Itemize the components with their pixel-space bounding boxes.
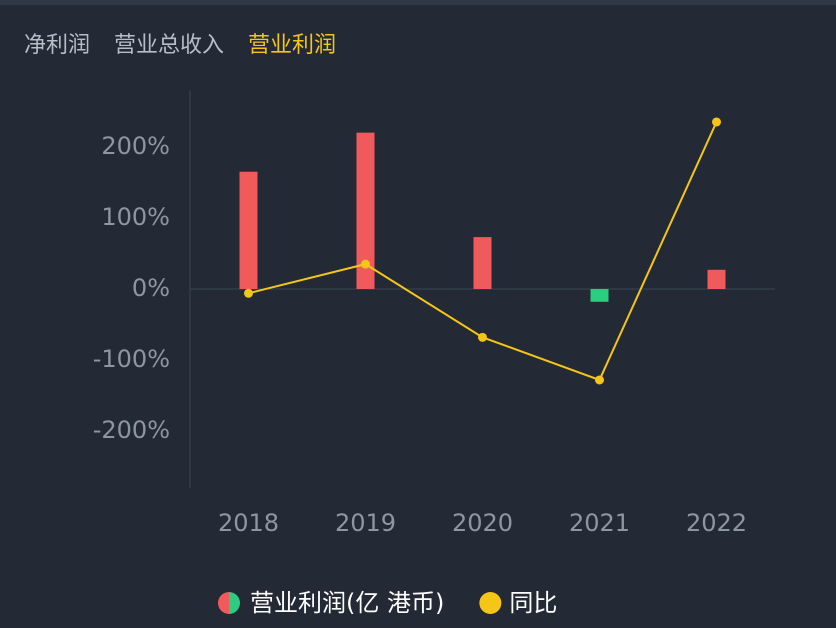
tab[interactable]: 营业总收入	[114, 33, 224, 58]
legend-label[interactable]: 营业利润(亿 港币)	[250, 589, 444, 617]
x-tick-label: 2022	[686, 509, 747, 537]
line-point	[478, 332, 487, 342]
tab[interactable]: 营业利润	[248, 33, 336, 58]
bar	[356, 132, 375, 289]
line-point	[595, 375, 604, 385]
x-tick-label: 2019	[335, 509, 396, 537]
legend-icon	[229, 592, 240, 614]
line-point	[361, 259, 370, 269]
x-tick-label: 2021	[569, 509, 630, 537]
top-strip	[0, 0, 836, 5]
bar	[590, 289, 609, 302]
line-point	[244, 288, 253, 298]
tab[interactable]: 净利润	[24, 33, 90, 58]
x-tick-label: 2020	[452, 509, 513, 537]
y-tick-label: -200%	[93, 416, 170, 444]
y-tick-label: 0%	[132, 274, 170, 302]
line-point	[712, 117, 721, 127]
bar	[707, 269, 726, 289]
bar	[239, 171, 258, 289]
y-tick-label: 100%	[101, 203, 170, 231]
legend-icon	[479, 592, 502, 614]
bar	[473, 237, 492, 289]
legend-icon	[218, 592, 229, 614]
x-tick-label: 2018	[218, 509, 279, 537]
y-tick-label: -100%	[93, 345, 170, 373]
legend-label[interactable]: 同比	[509, 589, 557, 617]
y-tick-label: 200%	[101, 132, 170, 160]
